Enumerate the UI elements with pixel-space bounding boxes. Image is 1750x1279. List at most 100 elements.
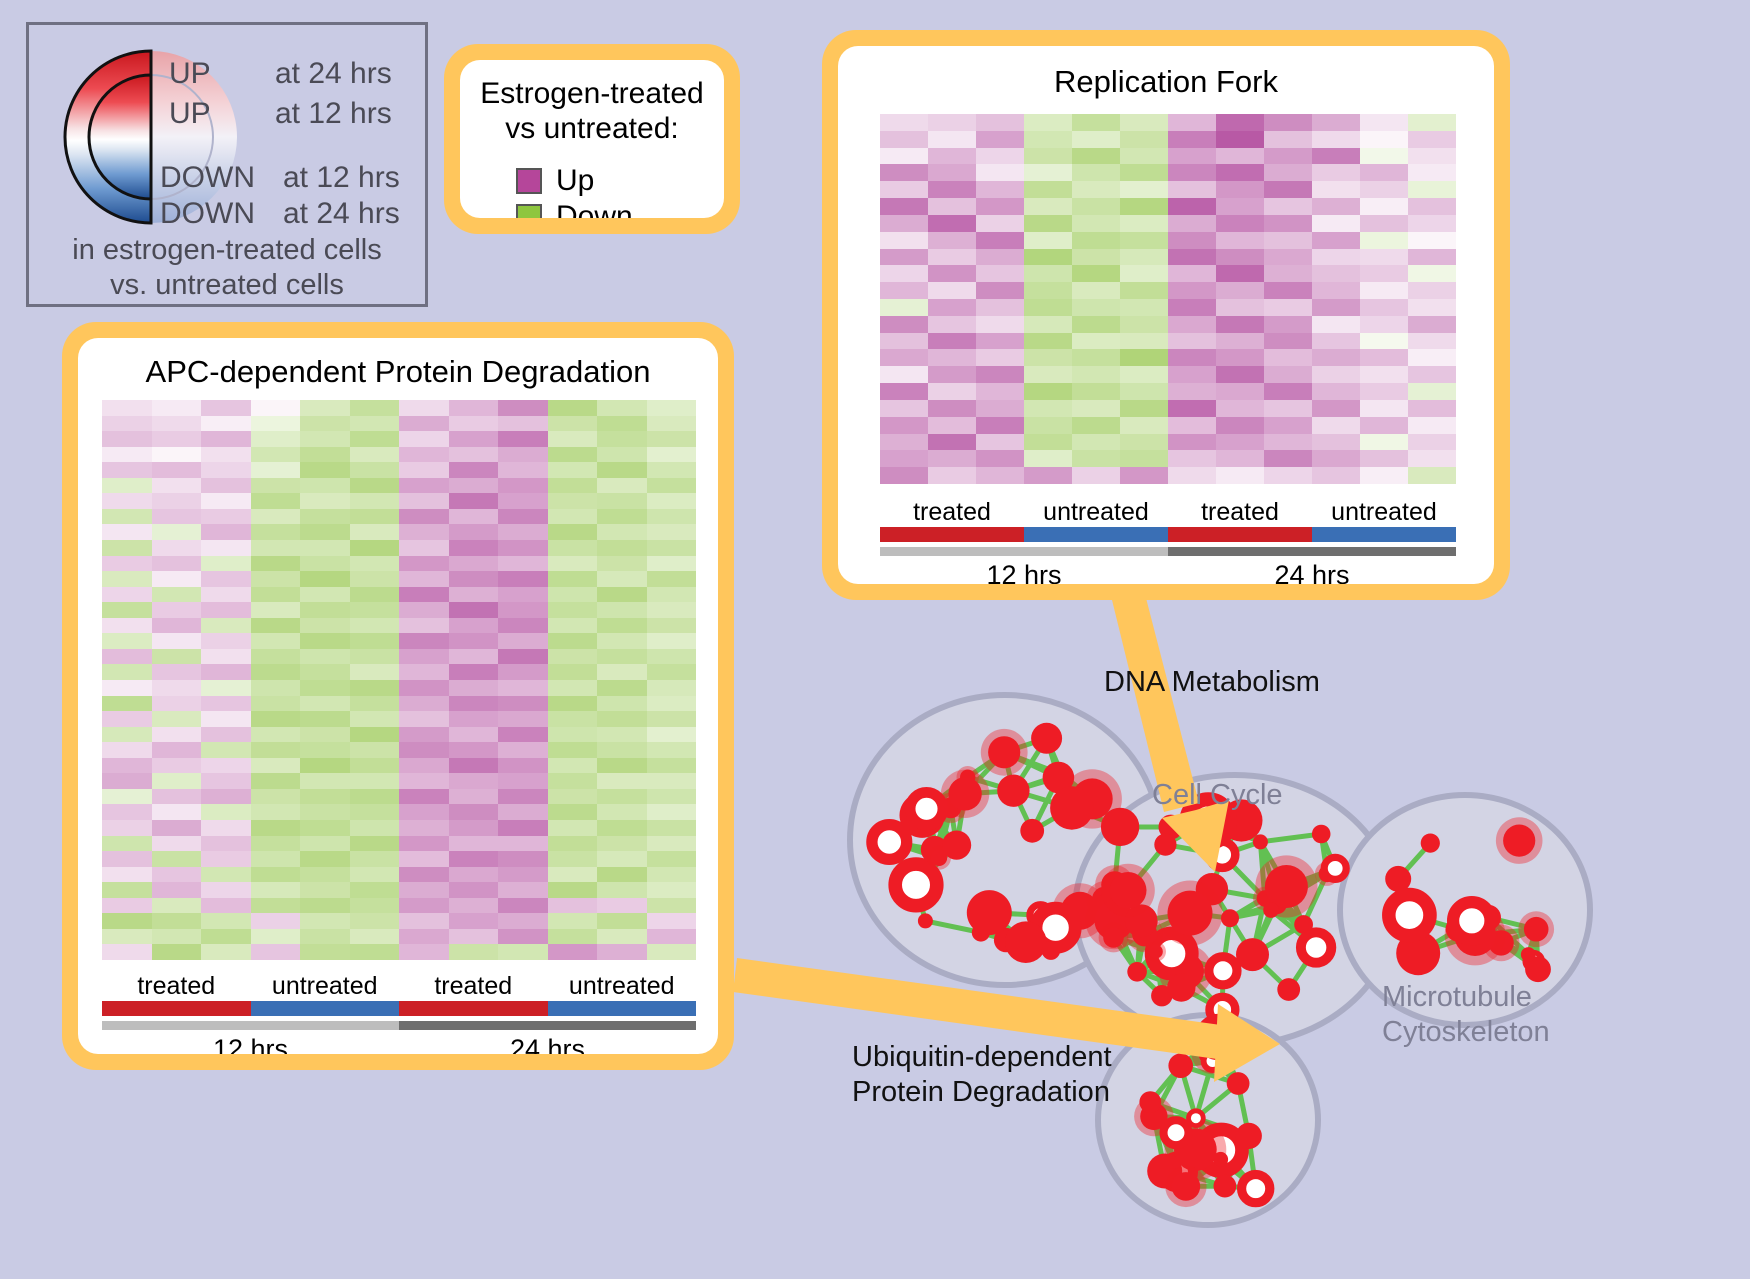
- network-node[interactable]: [1226, 1072, 1250, 1095]
- heatmap-cell: [201, 819, 251, 836]
- network-node[interactable]: [1154, 833, 1177, 856]
- network-node[interactable]: [1385, 865, 1412, 892]
- network-node[interactable]: [1295, 927, 1337, 968]
- network-node[interactable]: [1320, 853, 1350, 883]
- heatmap-cell: [1360, 467, 1408, 484]
- heatmap-cell: [646, 882, 696, 898]
- network-node[interactable]: [1518, 911, 1555, 948]
- heatmap-cell: [250, 415, 300, 432]
- heatmap-cell: [928, 383, 976, 400]
- heatmap-cell: [102, 555, 152, 572]
- network-node[interactable]: [1186, 1108, 1206, 1129]
- network-node[interactable]: [1255, 855, 1318, 918]
- heatmap-cell: [151, 415, 201, 432]
- heatmap-cell: [102, 742, 152, 758]
- network-node[interactable]: [904, 787, 949, 831]
- heatmap-cell: [1360, 349, 1408, 367]
- heatmap-cell: [1216, 214, 1264, 232]
- network-node[interactable]: [1237, 1169, 1275, 1208]
- network-node[interactable]: [942, 830, 972, 860]
- color-key-time-2: at 12 hrs: [283, 161, 400, 194]
- heatmap-cell: [151, 804, 201, 820]
- network-node[interactable]: [1139, 1091, 1162, 1113]
- heatmap-cell: [1168, 433, 1216, 451]
- network-node[interactable]: [917, 913, 933, 929]
- network-node[interactable]: [1263, 902, 1279, 918]
- sample-label: untreated: [568, 972, 675, 1000]
- network-node[interactable]: [997, 774, 1030, 807]
- network-node[interactable]: [1221, 909, 1239, 928]
- network-node[interactable]: [1005, 921, 1047, 963]
- heatmap-cell: [498, 726, 548, 743]
- heatmap-cell: [1120, 332, 1168, 350]
- network-node[interactable]: [1145, 941, 1166, 962]
- network-node[interactable]: [1159, 1116, 1193, 1150]
- replication-fork-panel: Replication Fork treated untreated treated…: [822, 30, 1510, 600]
- network-node[interactable]: [1446, 895, 1497, 946]
- condition-bar-segment: [1312, 527, 1456, 542]
- heatmap-cell: [1312, 349, 1360, 367]
- network-node[interactable]: [1031, 722, 1063, 754]
- heatmap-cell: [1216, 315, 1264, 333]
- network-node[interactable]: [1252, 834, 1268, 850]
- network-node[interactable]: [1050, 786, 1094, 830]
- network-node[interactable]: [1277, 978, 1301, 1001]
- network-node[interactable]: [966, 890, 1012, 936]
- heatmap-cell: [201, 477, 251, 494]
- heatmap-cell: [250, 788, 300, 805]
- heatmap-cell: [1168, 164, 1216, 182]
- heatmap-cell: [1216, 198, 1264, 215]
- heatmap-cell: [597, 804, 647, 820]
- heatmap-cell: [880, 198, 928, 215]
- network-node[interactable]: [1157, 880, 1223, 946]
- heatmap-cell: [448, 664, 498, 680]
- heatmap-cell: [1072, 282, 1120, 299]
- network-node[interactable]: [1235, 1122, 1262, 1149]
- network-node[interactable]: [1124, 904, 1158, 938]
- network-node[interactable]: [1127, 962, 1147, 982]
- heatmap-cell: [1216, 282, 1264, 299]
- heatmap-cell: [448, 633, 498, 649]
- heatmap-cell: [1168, 198, 1216, 215]
- heatmap-cell: [976, 181, 1024, 199]
- network-node[interactable]: [1100, 807, 1140, 847]
- heatmap-cell: [646, 944, 696, 960]
- network-node[interactable]: [866, 818, 913, 866]
- network-node[interactable]: [1101, 863, 1155, 918]
- network-node[interactable]: [1382, 887, 1437, 943]
- heatmap-cell: [448, 695, 498, 712]
- network-node[interactable]: [1520, 947, 1536, 962]
- network-node[interactable]: [1213, 1174, 1237, 1198]
- heatmap-cell: [448, 726, 498, 743]
- network-node[interactable]: [1151, 985, 1173, 1007]
- network-node[interactable]: [1098, 922, 1129, 953]
- heatmap-cell: [597, 928, 647, 945]
- network-node[interactable]: [1311, 824, 1331, 844]
- heatmap-cell: [597, 524, 647, 540]
- network-node[interactable]: [1236, 938, 1269, 972]
- network-node[interactable]: [888, 857, 944, 913]
- heatmap-cell: [201, 462, 251, 478]
- network-node[interactable]: [1195, 1013, 1242, 1061]
- heatmap-cell: [498, 602, 548, 618]
- network-node[interactable]: [1020, 818, 1045, 843]
- network-node[interactable]: [1042, 761, 1075, 794]
- network-node[interactable]: [1168, 1053, 1193, 1078]
- heatmap-cell: [349, 400, 399, 416]
- network-node[interactable]: [980, 728, 1028, 776]
- network-node[interactable]: [1525, 956, 1551, 983]
- heatmap-cell: [547, 400, 597, 416]
- heatmap-cell: [102, 477, 152, 494]
- network-node[interactable]: [1213, 1151, 1229, 1167]
- heatmap-cell: [349, 602, 399, 618]
- heatmap-cell: [448, 539, 498, 556]
- network-node[interactable]: [1041, 941, 1061, 960]
- heatmap-cell: [1312, 366, 1360, 384]
- network-node[interactable]: [1165, 1165, 1207, 1208]
- network-node[interactable]: [1495, 817, 1543, 864]
- network-node[interactable]: [940, 769, 990, 818]
- heatmap-cell: [976, 399, 1024, 417]
- network-node[interactable]: [1204, 952, 1242, 990]
- heatmap-cell: [1408, 399, 1456, 417]
- network-node[interactable]: [1420, 833, 1440, 853]
